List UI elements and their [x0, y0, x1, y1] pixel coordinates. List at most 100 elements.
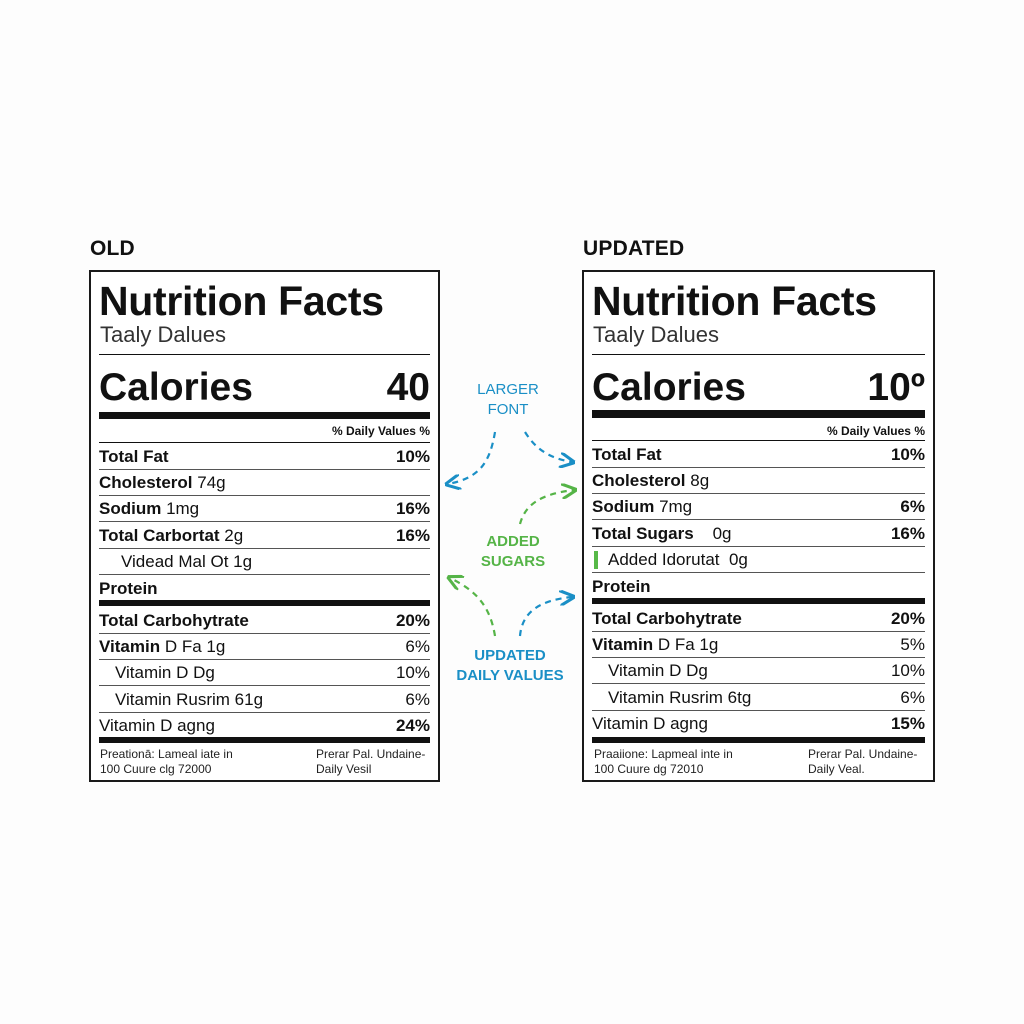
daily-value-percent: 6%	[900, 688, 925, 707]
nutrient-name-detail: D Fa 1g	[653, 635, 719, 654]
daily-values-header: % Daily Values %	[331, 424, 430, 438]
nutrient-name-detail: Vitamin D agng	[99, 716, 215, 735]
nutrient-name-bold: Total Sugars	[592, 524, 694, 543]
calories-value: 40	[386, 366, 430, 409]
divider-thin	[592, 440, 925, 441]
nutrient-name: Sodium 7mg	[592, 497, 692, 517]
nutrient-row: Vitamin D Dg 10%	[592, 658, 925, 684]
nutrient-name: Total Carbortat 2g	[99, 526, 243, 546]
daily-value-percent: 10%	[890, 661, 925, 680]
nutrient-row: Videad Mal Ot 1g	[99, 549, 430, 575]
added-sugars-highlight	[594, 551, 598, 569]
daily-value-percent: 16%	[395, 526, 430, 545]
nutrient-name-bold: Total Fat	[592, 445, 662, 464]
nutrient-name: Vitamin D Dg	[115, 663, 215, 683]
nutrient-name-detail: 2g	[219, 526, 244, 545]
daily-values-header: % Daily Values %	[826, 424, 925, 438]
nutrient-name: Protein	[99, 579, 158, 599]
nutrient-row: Vitamin D Fa 1g 5%	[592, 632, 925, 658]
nutrient-name-bold: Total Carbohytrate	[99, 611, 249, 630]
nutrient-row: Sodium 1mg 16%	[99, 496, 430, 522]
updated-heading: UPDATED	[583, 237, 685, 260]
callout-larger-font: LARGER FONT	[477, 381, 539, 418]
nutrient-name: Videad Mal Ot 1g	[121, 552, 252, 572]
nutrient-row: Vitamin Rusrim 61g 6%	[99, 687, 430, 713]
nutrient-name-bold: Sodium	[592, 497, 655, 516]
daily-value-percent: 5%	[900, 635, 925, 654]
footer-right: Prerar Pal. Undaine- Daily Veal.	[808, 747, 918, 776]
daily-value-percent: 20%	[395, 611, 430, 630]
divider-thin	[99, 354, 430, 355]
row-divider	[99, 574, 430, 575]
row-divider	[99, 685, 430, 686]
nutrient-row: Cholesterol 8g	[592, 468, 925, 494]
nutrient-name: Cholesterol 8g	[592, 471, 709, 491]
old-heading: OLD	[90, 237, 135, 260]
nutrient-name-bold: Vitamin	[592, 635, 654, 654]
nutrition-facts-title: Nutrition Facts	[99, 278, 384, 324]
nutrient-row: Total Carbohytrate 20%	[99, 608, 430, 634]
row-divider	[592, 519, 925, 520]
divider-thick	[592, 737, 925, 743]
nutrient-name-detail: 0g	[693, 524, 732, 543]
nutrient-name-detail: Vitamin D Dg	[115, 663, 215, 682]
nutrient-name-detail: D Fa 1g	[160, 637, 226, 656]
nutrient-name-detail: 74g	[192, 473, 226, 492]
row-divider	[99, 633, 430, 634]
nutrient-name-detail: Videad Mal Ot 1g	[121, 552, 253, 571]
row-divider	[99, 659, 430, 660]
row-divider	[99, 469, 430, 470]
nutrient-row: Sodium 7mg 6%	[592, 494, 925, 520]
callout-updated-daily-values: UPDATED DAILY VALUES	[456, 647, 564, 684]
row-divider	[592, 493, 925, 494]
row-divider	[592, 631, 925, 632]
row-divider	[592, 467, 925, 468]
divider-thick	[99, 412, 430, 419]
nutrient-name: Total Fat	[592, 445, 662, 465]
row-divider	[99, 495, 430, 496]
nutrient-name: Vitamin D agng	[592, 714, 708, 734]
nutrient-name-bold: Cholesterol	[99, 473, 193, 492]
nutrient-name: Total Carbohytrate	[99, 611, 249, 631]
footer-left: Praaiione: Lapmeal inte in 100 Cuure dg …	[594, 747, 733, 776]
nutrient-name: Protein	[592, 577, 651, 597]
row-divider	[592, 598, 925, 604]
calories-row: Calories 10º	[592, 366, 925, 410]
nutrient-name: Vitamin D Fa 1g	[99, 637, 225, 657]
divider-thick	[592, 410, 925, 418]
nutrient-name: Vitamin Rusrim 6tg	[608, 688, 751, 708]
nutrient-name-bold: Sodium	[99, 499, 162, 518]
nutrient-name-detail: Vitamin Rusrim 61g	[115, 690, 264, 709]
row-divider	[592, 683, 925, 684]
nutrient-name-bold: Cholesterol	[592, 471, 686, 490]
calories-label: Calories	[99, 366, 253, 409]
nutrient-row: Total Sugars 0g 16%	[592, 521, 925, 547]
nutrient-name: Sodium 1mg	[99, 499, 199, 519]
serving-text: Taaly Dalues	[593, 322, 719, 347]
nutrient-name: Total Carbohytrate	[592, 609, 742, 629]
nutrient-name: Added Idorutat 0g	[608, 550, 748, 570]
nutrient-row: Vitamin D agng 15%	[592, 711, 925, 737]
row-divider	[99, 521, 430, 522]
daily-value-percent: 10%	[890, 445, 925, 464]
arrow-larger-font-left	[448, 431, 497, 484]
row-divider	[592, 572, 925, 573]
nutrient-name: Vitamin D Dg	[608, 661, 708, 681]
updated-nutrition-label: Nutrition Facts Taaly Dalues Calories 10…	[582, 270, 935, 782]
row-divider	[592, 657, 925, 658]
nutrient-row: Vitamin D agng 24%	[99, 713, 430, 739]
nutrient-name: Cholesterol 74g	[99, 473, 226, 493]
daily-value-percent: 20%	[890, 609, 925, 628]
row-divider	[99, 548, 430, 549]
nutrient-name: Vitamin D agng	[99, 716, 215, 736]
nutrient-name-bold: Total Carbohytrate	[592, 609, 742, 628]
daily-value-percent: 10%	[395, 663, 430, 682]
divider-thin	[99, 442, 430, 443]
calories-value: 10º	[867, 366, 925, 409]
nutrient-name: Total Fat	[99, 447, 169, 467]
row-divider	[99, 600, 430, 606]
nutrient-row: Vitamin D Dg 10%	[99, 660, 430, 686]
nutrient-row: Vitamin D Fa 1g 6%	[99, 634, 430, 660]
nutrient-row: Total Fat 10%	[99, 444, 430, 470]
old-nutrition-label: Nutrition Facts Taaly Dalues Calories 40…	[89, 270, 440, 782]
